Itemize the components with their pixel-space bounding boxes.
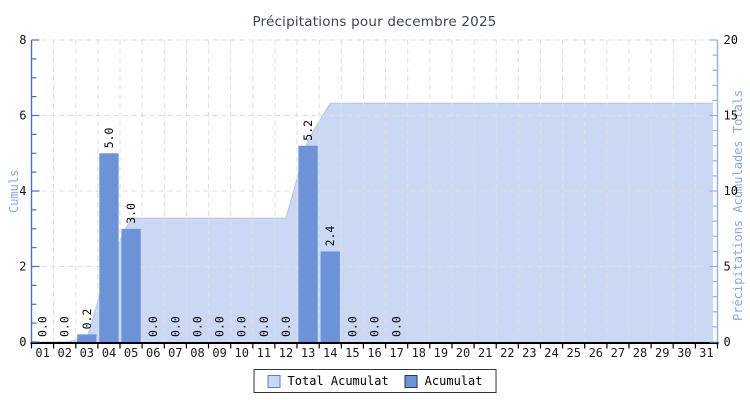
- svg-text:4: 4: [19, 184, 26, 198]
- svg-text:0: 0: [724, 335, 731, 349]
- legend-label-total-acumulat: Total Acumulat: [287, 374, 389, 388]
- area-series: [42, 102, 714, 343]
- legend-item-acumulat: Acumulat: [404, 374, 483, 388]
- svg-text:19: 19: [434, 346, 448, 360]
- svg-text:30: 30: [677, 346, 691, 360]
- svg-text:12: 12: [279, 346, 293, 360]
- svg-text:03: 03: [80, 346, 94, 360]
- svg-text:0.0: 0.0: [279, 316, 293, 337]
- svg-text:14: 14: [323, 346, 337, 360]
- svg-text:0.0: 0.0: [235, 316, 249, 337]
- svg-text:24: 24: [544, 346, 558, 360]
- svg-text:0.0: 0.0: [168, 316, 182, 337]
- svg-text:23: 23: [522, 346, 536, 360]
- svg-text:17: 17: [389, 346, 403, 360]
- svg-text:6: 6: [19, 109, 26, 123]
- svg-text:2.4: 2.4: [323, 226, 337, 247]
- svg-text:5.0: 5.0: [102, 127, 116, 148]
- svg-text:08: 08: [190, 346, 204, 360]
- svg-text:02: 02: [57, 346, 71, 360]
- svg-text:2: 2: [19, 260, 26, 274]
- svg-text:11: 11: [257, 346, 271, 360]
- svg-text:20: 20: [724, 33, 738, 47]
- gridlines: [32, 39, 717, 341]
- svg-text:28: 28: [633, 346, 647, 360]
- legend-item-total-acumulat: Total Acumulat: [267, 374, 389, 388]
- svg-text:29: 29: [655, 346, 669, 360]
- bar-series: [77, 145, 340, 343]
- svg-text:5: 5: [724, 260, 731, 274]
- svg-text:31: 31: [699, 346, 713, 360]
- svg-text:27: 27: [611, 346, 625, 360]
- svg-text:3.0: 3.0: [124, 203, 138, 224]
- svg-text:20: 20: [456, 346, 470, 360]
- legend-label-acumulat: Acumulat: [424, 374, 483, 388]
- svg-text:0.0: 0.0: [345, 316, 359, 337]
- tick-marks: [30, 39, 719, 349]
- svg-text:0.0: 0.0: [58, 316, 72, 337]
- svg-text:0.0: 0.0: [257, 316, 271, 337]
- svg-text:25: 25: [566, 346, 580, 360]
- svg-text:22: 22: [500, 346, 514, 360]
- svg-text:0.0: 0.0: [213, 316, 227, 337]
- svg-text:15: 15: [724, 109, 738, 123]
- svg-text:04: 04: [102, 346, 116, 360]
- acumulat-swatch: [404, 374, 418, 388]
- svg-text:0: 0: [19, 335, 26, 349]
- svg-text:15: 15: [345, 346, 359, 360]
- svg-text:21: 21: [478, 346, 492, 360]
- total-acumulat-swatch: [267, 374, 281, 388]
- svg-text:0.0: 0.0: [390, 316, 404, 337]
- svg-text:10: 10: [724, 184, 738, 198]
- svg-text:09: 09: [212, 346, 226, 360]
- svg-text:06: 06: [146, 346, 160, 360]
- svg-text:01: 01: [35, 346, 49, 360]
- legend: Total Acumulat Acumulat: [253, 369, 497, 393]
- svg-text:10: 10: [234, 346, 248, 360]
- chart-title: Précipitations pour decembre 2025: [252, 14, 497, 30]
- svg-text:0.0: 0.0: [368, 316, 382, 337]
- svg-text:0.0: 0.0: [146, 316, 160, 337]
- svg-text:05: 05: [124, 346, 138, 360]
- svg-text:8: 8: [19, 33, 26, 47]
- svg-text:0.0: 0.0: [191, 316, 205, 337]
- svg-text:07: 07: [168, 346, 182, 360]
- svg-text:13: 13: [301, 346, 315, 360]
- svg-text:26: 26: [589, 346, 603, 360]
- svg-text:0.0: 0.0: [36, 316, 50, 337]
- svg-text:16: 16: [367, 346, 381, 360]
- svg-text:5.2: 5.2: [301, 120, 315, 141]
- svg-text:0.2: 0.2: [80, 309, 94, 330]
- svg-text:18: 18: [412, 346, 426, 360]
- bar-value-labels: 0.0 0.0 0.2 5.0 3.0 0.0 0.0 0.0 0.0 0.0 0.0 0.0 5.2 2…: [36, 120, 404, 337]
